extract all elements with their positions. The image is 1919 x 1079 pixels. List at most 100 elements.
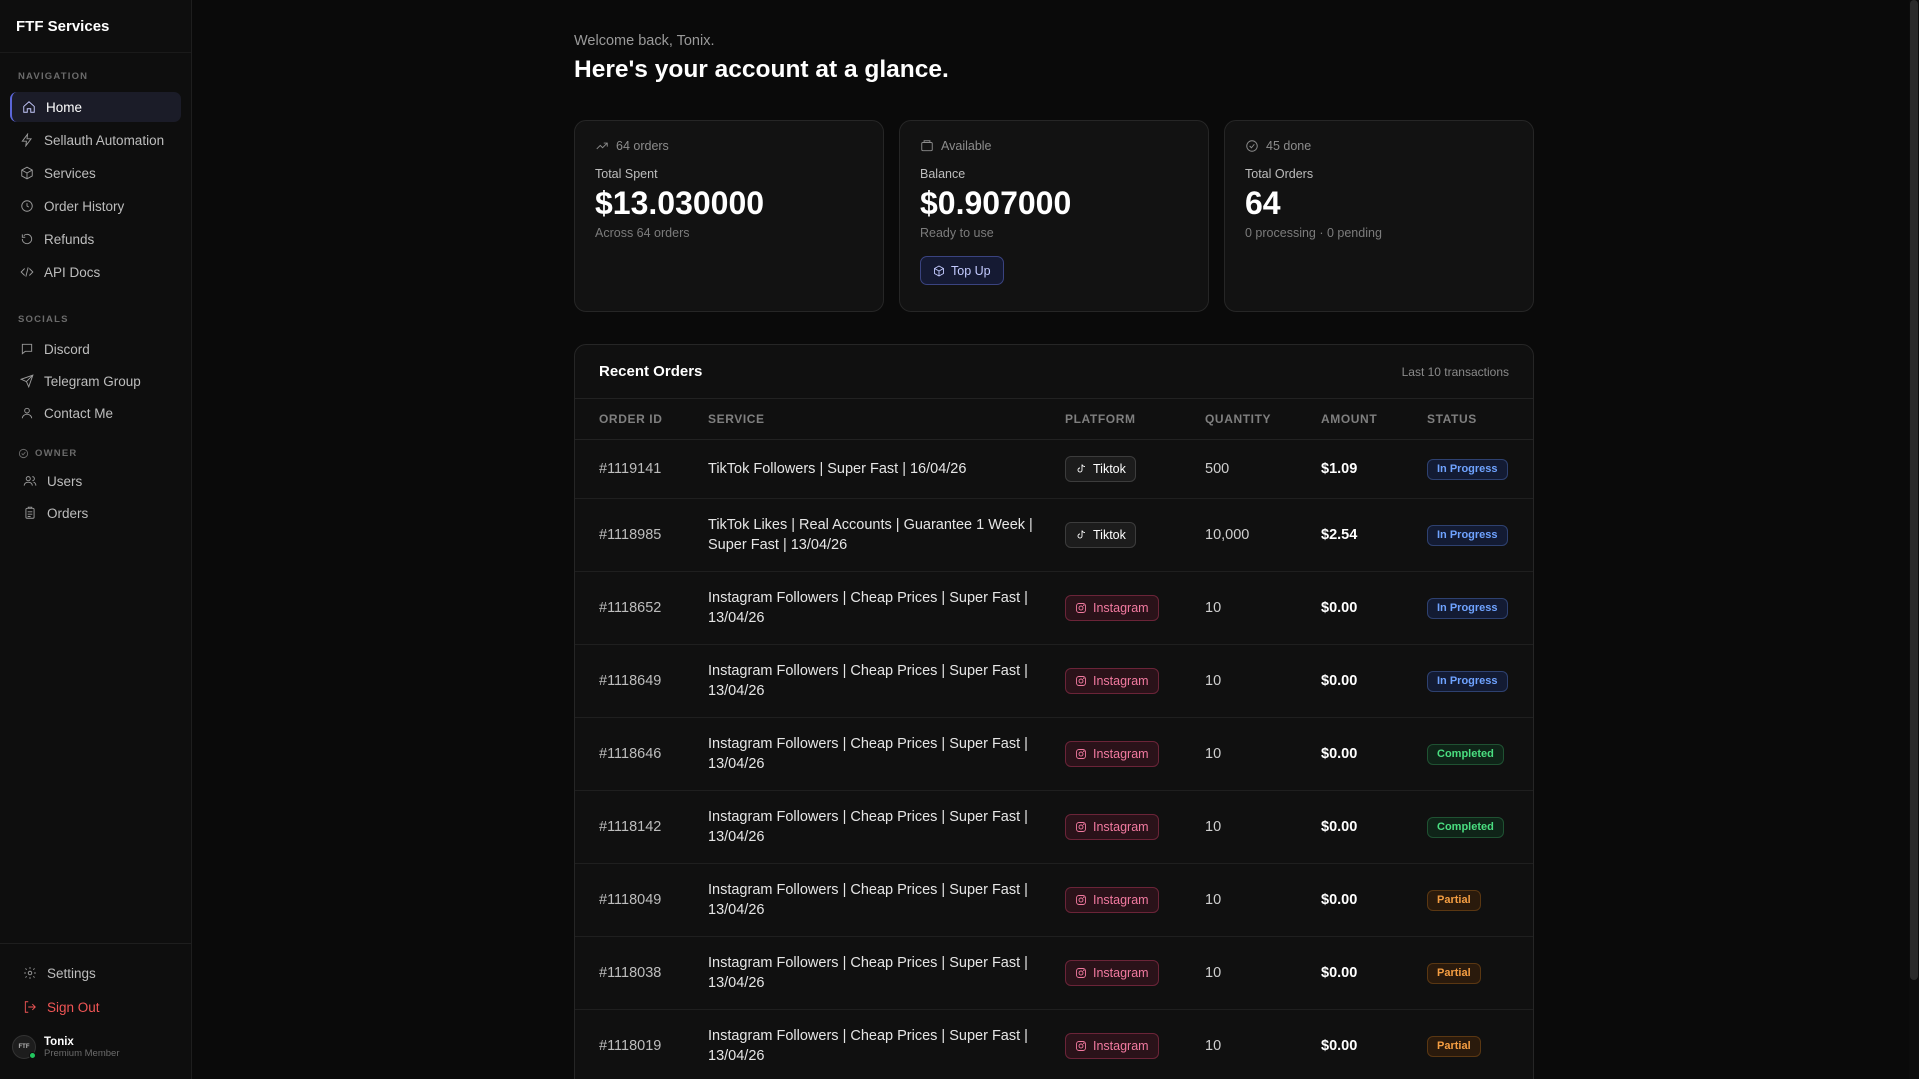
clock-icon bbox=[21, 200, 33, 212]
service-name: Instagram Followers | Cheap Prices | Sup… bbox=[708, 882, 1028, 918]
sidebar-item-services[interactable]: Services bbox=[10, 158, 181, 188]
total-spent-value: $13.030000 bbox=[595, 185, 765, 221]
quantity: 10 bbox=[1205, 600, 1222, 616]
order-id: #1118649 bbox=[599, 673, 662, 689]
balance-card: Available Balance $0.907000 Ready to use… bbox=[899, 120, 1209, 312]
shield-check-icon bbox=[18, 448, 29, 459]
status-badge: In Progress bbox=[1427, 458, 1508, 480]
owner-section-label: OWNER bbox=[0, 448, 191, 459]
sidebar-item-label: Home bbox=[46, 99, 83, 115]
sidebar-item-discord[interactable]: Discord bbox=[10, 334, 181, 364]
sidebar-footer: Settings Sign Out FTF Tonix Premium Memb… bbox=[0, 943, 191, 1079]
table-row[interactable]: #1119141 TikTok Followers | Super Fast | … bbox=[575, 440, 1533, 499]
table-row[interactable]: #1118142 Instagram Followers | Cheap Pric… bbox=[575, 791, 1533, 864]
amount: $0.00 bbox=[1321, 673, 1358, 689]
platform-badge: Tiktok bbox=[1065, 522, 1136, 548]
table-row[interactable]: #1118649 Instagram Followers | Cheap Pric… bbox=[575, 645, 1533, 718]
table-row[interactable]: #1118019 Instagram Followers | Cheap Pric… bbox=[575, 1010, 1533, 1079]
settings-button[interactable]: Settings bbox=[10, 958, 181, 988]
column-header-amount: AMOUNT bbox=[1321, 412, 1378, 426]
tiktok-icon bbox=[1077, 464, 1086, 473]
sidebar-item-home[interactable]: Home bbox=[10, 92, 181, 122]
service-name: Instagram Followers | Cheap Prices | Sup… bbox=[708, 663, 1028, 699]
user-name: Tonix bbox=[44, 1035, 74, 1048]
sign-out-label: Sign Out bbox=[47, 999, 100, 1015]
platform-badge: Instagram bbox=[1065, 1033, 1159, 1059]
quantity: 10 bbox=[1205, 1038, 1222, 1054]
amount: $0.00 bbox=[1321, 819, 1358, 835]
recent-orders-title: Recent Orders bbox=[599, 363, 703, 380]
sidebar-item-label: Users bbox=[47, 473, 83, 489]
platform-badge: Instagram bbox=[1065, 960, 1159, 986]
brand-logo[interactable]: FTF Services bbox=[0, 0, 191, 53]
sidebar-item-label: Telegram Group bbox=[44, 373, 141, 389]
card-meta: 64 orders bbox=[616, 139, 669, 153]
sidebar-item-orders[interactable]: Orders bbox=[10, 498, 181, 528]
table-row[interactable]: #1118985 TikTok Likes | Real Accounts | G… bbox=[575, 499, 1533, 572]
instagram-icon bbox=[1076, 749, 1086, 759]
order-id: #1118652 bbox=[599, 600, 662, 616]
sidebar-item-refunds[interactable]: Refunds bbox=[10, 224, 181, 254]
bolt-icon bbox=[21, 133, 33, 147]
table-body: #1119141 TikTok Followers | Super Fast | … bbox=[575, 440, 1533, 1079]
sidebar-item-order-history[interactable]: Order History bbox=[10, 191, 181, 221]
logout-icon bbox=[24, 1001, 36, 1013]
sidebar-item-api-docs[interactable]: API Docs bbox=[10, 257, 181, 287]
amount: $0.00 bbox=[1321, 1038, 1358, 1054]
scrollbar[interactable] bbox=[1909, 0, 1919, 1079]
gear-icon bbox=[24, 967, 36, 979]
quantity: 10 bbox=[1205, 819, 1222, 835]
instagram-icon bbox=[1076, 1041, 1086, 1051]
sidebar-item-sellauth[interactable]: Sellauth Automation bbox=[10, 125, 181, 155]
instagram-icon bbox=[1076, 895, 1086, 905]
instagram-icon bbox=[1076, 822, 1086, 832]
card-meta: 45 done bbox=[1266, 139, 1312, 153]
instagram-icon bbox=[1076, 676, 1086, 686]
sidebar-item-label: Services bbox=[44, 165, 96, 181]
card-subtext: 0 processing · 0 pending bbox=[1245, 226, 1382, 240]
order-id: #1118646 bbox=[599, 746, 662, 762]
welcome-text: Welcome back, Tonix. bbox=[574, 33, 715, 49]
scrollbar-thumb[interactable] bbox=[1910, 0, 1918, 980]
user-role: Premium Member bbox=[44, 1047, 120, 1059]
instagram-icon bbox=[1076, 603, 1086, 613]
table-row[interactable]: #1118049 Instagram Followers | Cheap Pric… bbox=[575, 864, 1533, 937]
top-up-button[interactable]: Top Up bbox=[920, 256, 1004, 285]
socials-section-label: SOCIALS bbox=[18, 314, 69, 325]
avatar: FTF bbox=[12, 1035, 36, 1059]
status-badge: Partial bbox=[1427, 962, 1481, 984]
card-label: Balance bbox=[920, 167, 966, 181]
card-label: Total Orders bbox=[1245, 167, 1314, 181]
column-header-quantity: QUANTITY bbox=[1205, 412, 1272, 426]
user-profile[interactable]: FTF Tonix Premium Member bbox=[0, 1025, 191, 1059]
quantity: 10 bbox=[1205, 746, 1222, 762]
sidebar-item-users[interactable]: Users bbox=[10, 466, 181, 496]
table-row[interactable]: #1118646 Instagram Followers | Cheap Pric… bbox=[575, 718, 1533, 791]
status-badge: Completed bbox=[1427, 816, 1504, 838]
table-header: ORDER ID SERVICE PLATFORM QUANTITY AMOUN… bbox=[575, 399, 1533, 440]
instagram-icon bbox=[1076, 968, 1086, 978]
status-badge: In Progress bbox=[1427, 597, 1508, 619]
tiktok-icon bbox=[1077, 530, 1086, 539]
quantity: 10 bbox=[1205, 673, 1222, 689]
card-subtext: Across 64 orders bbox=[595, 226, 690, 240]
order-id: #1118038 bbox=[599, 965, 662, 981]
service-name: Instagram Followers | Cheap Prices | Sup… bbox=[708, 809, 1028, 845]
clipboard-icon bbox=[25, 506, 35, 519]
service-name: Instagram Followers | Cheap Prices | Sup… bbox=[708, 736, 1028, 772]
sidebar-item-label: Orders bbox=[47, 505, 89, 521]
chat-icon bbox=[21, 343, 33, 355]
table-row[interactable]: #1118652 Instagram Followers | Cheap Pric… bbox=[575, 572, 1533, 645]
column-header-service: SERVICE bbox=[708, 412, 765, 426]
sidebar-item-telegram[interactable]: Telegram Group bbox=[10, 366, 181, 396]
sidebar-item-label: Contact Me bbox=[44, 405, 114, 421]
platform-badge: Instagram bbox=[1065, 814, 1159, 840]
sidebar-item-label: Sellauth Automation bbox=[44, 132, 165, 148]
amount: $2.54 bbox=[1321, 527, 1358, 543]
sign-out-button[interactable]: Sign Out bbox=[10, 992, 181, 1022]
platform-badge: Instagram bbox=[1065, 595, 1159, 621]
amount: $1.09 bbox=[1321, 461, 1358, 477]
nav-section-label: NAVIGATION bbox=[18, 71, 89, 82]
sidebar-item-contact[interactable]: Contact Me bbox=[10, 398, 181, 428]
table-row[interactable]: #1118038 Instagram Followers | Cheap Pric… bbox=[575, 937, 1533, 1010]
